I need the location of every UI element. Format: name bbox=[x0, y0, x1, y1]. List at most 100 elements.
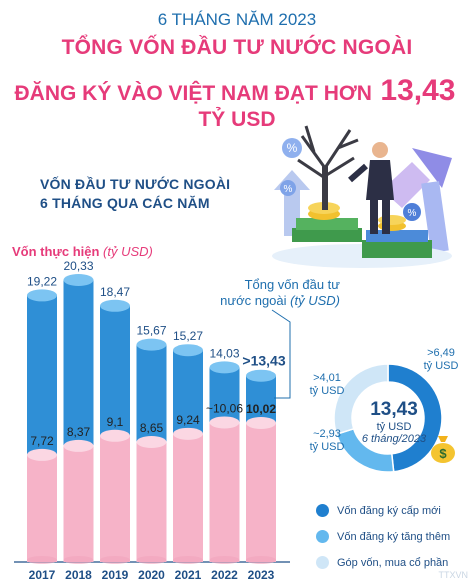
legend-total-line1: Tổng vốn đầu tư bbox=[244, 277, 340, 292]
bar-base-2018 bbox=[63, 556, 94, 564]
bar-group-2019 bbox=[100, 299, 130, 564]
x-tick-2021: 2021 bbox=[175, 568, 202, 582]
bar-base-2019 bbox=[100, 556, 130, 564]
header-title: TỔNG VỐN ĐẦU TƯ NƯỚC NGOÀI bbox=[61, 36, 413, 59]
bar-group-2023 bbox=[246, 369, 276, 564]
donut-label-shares-value: >4,01 bbox=[313, 372, 341, 384]
bar-base-2020 bbox=[136, 556, 167, 564]
bar-realized-label-2023: 10,02 bbox=[246, 402, 276, 416]
bar-total-top-2019 bbox=[100, 299, 130, 312]
x-tick-2022: 2022 bbox=[211, 568, 238, 582]
bar-total-top-2017 bbox=[27, 289, 57, 302]
bar-realized-label-2017: 7,72 bbox=[30, 434, 54, 448]
donut-label-added: ~2,93 tỷ USD bbox=[302, 428, 352, 454]
header-total-unit: TỶ USD bbox=[198, 108, 276, 131]
tree-icon bbox=[322, 166, 328, 210]
legend-dot-added bbox=[316, 530, 329, 543]
legend-item-added: Vốn đăng ký tăng thêm bbox=[316, 530, 450, 543]
donut-center: 13,43 tỷ USD 6 tháng/2023 bbox=[356, 399, 432, 445]
bar-realized-2020 bbox=[136, 442, 167, 562]
legend-label-new: Vốn đăng ký cấp mới bbox=[337, 504, 441, 517]
donut-label-new-unit: tỷ USD bbox=[423, 360, 459, 372]
bar-base-2021 bbox=[173, 556, 203, 564]
bar-total-top-2022 bbox=[209, 361, 240, 374]
legend-total-unit: (tỷ USD) bbox=[290, 293, 340, 308]
legend-dot-new bbox=[316, 504, 329, 517]
bar-realized-2018 bbox=[63, 445, 94, 562]
legend-connector bbox=[271, 309, 291, 399]
bar-realized-top-2020 bbox=[136, 436, 167, 449]
bar-realized-top-2017 bbox=[27, 448, 57, 461]
svg-text:%: % bbox=[408, 208, 417, 219]
bar-base-2023 bbox=[246, 556, 276, 564]
donut-hole bbox=[353, 383, 423, 453]
bar-realized-label-2018: 8,37 bbox=[67, 425, 91, 439]
legend-label-added: Vốn đăng ký tăng thêm bbox=[337, 530, 451, 543]
bar-total-label-2021: 15,27 bbox=[173, 329, 203, 343]
donut-label-shares-unit: tỷ USD bbox=[309, 385, 345, 397]
bar-group-2022 bbox=[209, 361, 240, 564]
svg-text:%: % bbox=[284, 184, 293, 195]
bar-total-top-2023 bbox=[246, 369, 276, 382]
x-tick-2020: 2020 bbox=[138, 568, 165, 582]
bar-total-label-2020: 15,67 bbox=[136, 324, 166, 338]
bar-realized-top-2021 bbox=[173, 427, 203, 440]
bar-group-2021 bbox=[173, 344, 203, 564]
svg-text:%: % bbox=[287, 141, 298, 155]
bar-group-2018 bbox=[63, 274, 94, 564]
donut-label-new: >6,49 tỷ USD bbox=[416, 347, 466, 373]
legend-item-new: Vốn đăng ký cấp mới bbox=[316, 504, 441, 517]
bar-realized-label-2021: 9,24 bbox=[176, 413, 200, 427]
bar-realized-2019 bbox=[100, 435, 130, 562]
svg-text:$: $ bbox=[439, 446, 447, 461]
donut-label-new-value: >6,49 bbox=[427, 347, 455, 359]
legend-item-shares: Góp vốn, mua cổ phần bbox=[316, 556, 448, 569]
bar-realized-label-2020: 8,65 bbox=[140, 421, 164, 435]
bar-total-label-2023: >13,43 bbox=[242, 353, 285, 369]
bar-realized-2022 bbox=[209, 422, 240, 562]
bar-group-2017 bbox=[27, 289, 57, 564]
businessman-icon bbox=[372, 142, 388, 158]
bar-realized-label-2019: 9,1 bbox=[107, 415, 124, 429]
donut-label-added-value: ~2,93 bbox=[313, 428, 341, 440]
donut-label-added-unit: tỷ USD bbox=[309, 441, 345, 453]
x-tick-2017: 2017 bbox=[29, 568, 56, 582]
donut-slice-0 bbox=[387, 363, 443, 473]
donut-slice-2 bbox=[333, 363, 389, 436]
money-bag-icon: $ bbox=[431, 436, 455, 463]
header-subtitle: ĐĂNG KÝ VÀO VIỆT NAM ĐẠT HƠN 13,43 TỶ US… bbox=[0, 74, 474, 132]
bar-realized-2017 bbox=[27, 454, 57, 562]
arrow-head-icon bbox=[412, 148, 452, 188]
donut-chart bbox=[333, 363, 443, 473]
donut-center-note: 6 tháng/2023 bbox=[361, 433, 427, 445]
bar-realized-top-2019 bbox=[100, 429, 130, 442]
x-tick-2018: 2018 bbox=[65, 568, 92, 582]
bar-total-label-2017: 19,22 bbox=[27, 274, 57, 288]
section-title-line2: 6 THÁNG QUA CÁC NĂM bbox=[40, 195, 210, 211]
legend-dot-shares bbox=[316, 556, 329, 569]
bar-realized-2021 bbox=[173, 433, 203, 562]
x-tick-2023: 2023 bbox=[248, 568, 275, 582]
bar-total-top-2020 bbox=[136, 338, 167, 351]
bar-total-top-2021 bbox=[173, 344, 203, 357]
x-tick-2019: 2019 bbox=[102, 568, 129, 582]
legend-realized: Vốn thực hiện (tỷ USD) bbox=[12, 244, 153, 259]
arrow-diagonal-icon bbox=[382, 162, 430, 208]
legend-label-shares: Góp vốn, mua cổ phần bbox=[337, 556, 449, 569]
bar-total-label-2018: 20,33 bbox=[63, 259, 93, 273]
bar-realized-2023 bbox=[246, 423, 276, 562]
bar-realized-top-2018 bbox=[63, 439, 94, 452]
legend-realized-unit: (tỷ USD) bbox=[103, 244, 153, 259]
bar-realized-top-2023 bbox=[246, 417, 276, 430]
bar-base-2022 bbox=[209, 556, 240, 564]
investment-illustration: % % % bbox=[272, 125, 452, 268]
money-stack-icon bbox=[292, 228, 362, 242]
header-date: 6 THÁNG NĂM 2023 bbox=[157, 10, 317, 29]
donut-center-unit: tỷ USD bbox=[376, 421, 412, 433]
bar-realized-top-2022 bbox=[209, 416, 240, 429]
bar-total-top-2018 bbox=[63, 274, 94, 286]
legend-realized-label: Vốn thực hiện bbox=[12, 244, 100, 259]
percent-bubble-icon bbox=[282, 138, 302, 158]
legend-total: Tổng vốn đầu tư nước ngoài (tỷ USD) bbox=[190, 277, 340, 309]
